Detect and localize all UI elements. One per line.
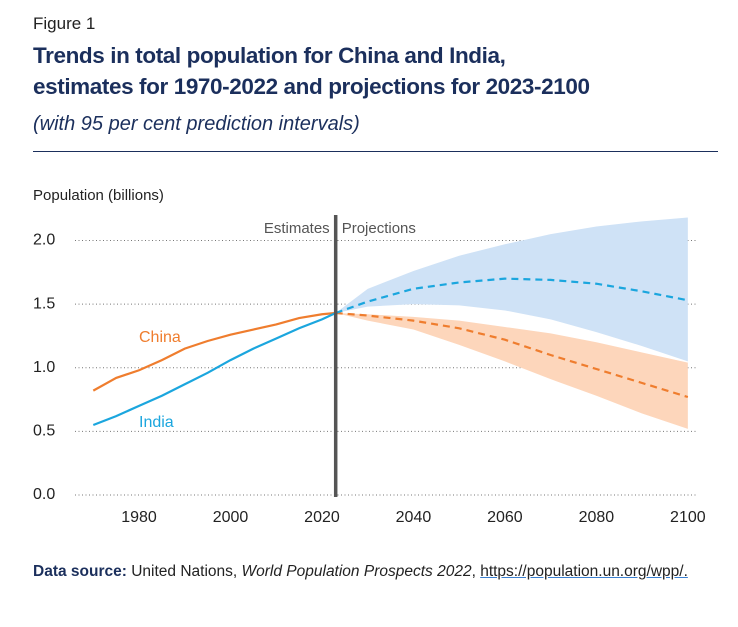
prediction-band: [335, 217, 688, 362]
divider-label: Projections: [342, 220, 416, 237]
lines: [92, 277, 689, 427]
source-org: United Nations,: [131, 563, 238, 580]
figure-label: Figure 1: [33, 14, 96, 33]
x-tick-label: 2040: [396, 509, 432, 526]
series-label: India: [139, 414, 174, 431]
chart-subtitle: (with 95 per cent prediction intervals): [33, 113, 360, 135]
prediction-band: [335, 313, 688, 429]
series-label: China: [139, 329, 181, 346]
y-tick-label: 1.5: [33, 295, 55, 312]
estimate-line: [92, 311, 336, 392]
x-tick-label: 2020: [304, 509, 340, 526]
source-publication: World Population Prospects 2022: [241, 563, 472, 580]
title-line: estimates for 1970-2022 and projections …: [33, 74, 590, 99]
x-tick-label: 2080: [579, 509, 615, 526]
x-tick-label: 2100: [670, 509, 706, 526]
y-tick-label: 1.0: [33, 359, 55, 376]
estimate-line: [92, 312, 337, 427]
projection-line: [335, 311, 689, 399]
x-tick-label: 1980: [121, 509, 157, 526]
title-rule: [33, 151, 718, 152]
source-link[interactable]: https://population.un.org/wpp/.: [480, 563, 688, 580]
chart-title: Trends in total population for China and…: [33, 40, 733, 102]
x-tick-label: 2060: [487, 509, 523, 526]
x-tick-label: 2000: [213, 509, 249, 526]
bands: [335, 217, 688, 429]
projection-line: [335, 277, 689, 315]
data-source: Data source: United Nations, World Popul…: [33, 560, 713, 584]
title-line: Trends in total population for China and…: [33, 43, 506, 68]
divider-label: Estimates: [264, 220, 330, 237]
y-tick-label: 2.0: [33, 232, 55, 249]
y-tick-label: 0.5: [33, 423, 55, 440]
source-separator: ,: [471, 563, 476, 580]
y-tick-label: 0.0: [33, 486, 55, 503]
y-axis-label: Population (billions): [33, 187, 164, 204]
source-label: Data source:: [33, 563, 127, 580]
